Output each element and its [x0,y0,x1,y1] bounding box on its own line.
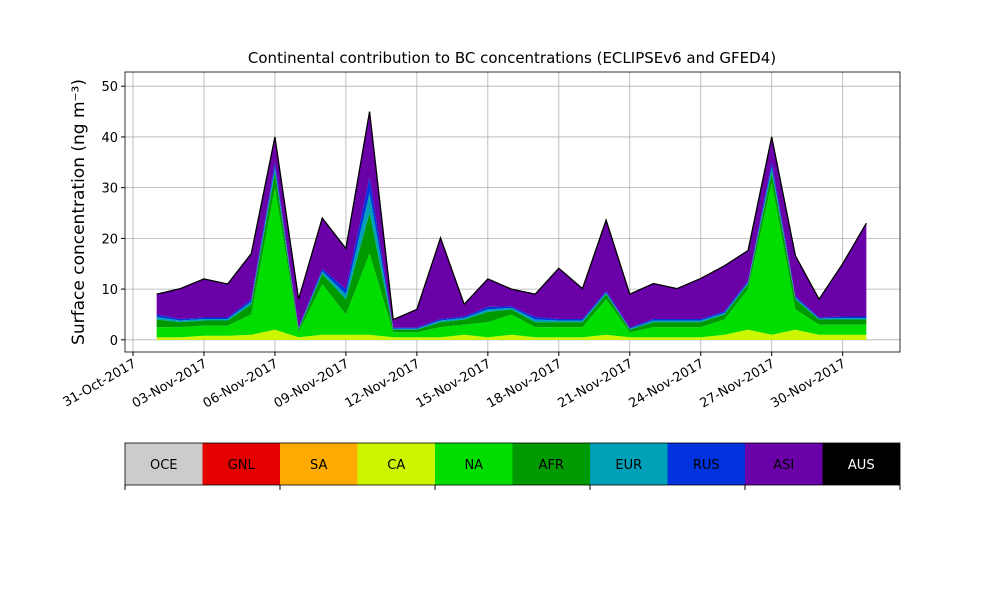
legend-frame [124,442,901,486]
legend-label: GNL [228,458,256,473]
area-outline [156,111,867,321]
legend-swatch [512,443,590,485]
y-tick-label: 50 [101,80,118,95]
legend-label: OCE [150,458,178,473]
legend-swatch [125,443,203,485]
legend-swatch [435,443,513,485]
legend-label: SA [310,458,327,473]
plot-frame [124,71,901,353]
legend-swatch [590,443,668,485]
y-tick-label: 30 [101,182,118,197]
legend-label: AFR [539,458,564,473]
legend-swatch [202,443,280,485]
legend-label: EUR [615,458,642,473]
chart-title: Continental contribution to BC concentra… [248,49,776,67]
y-axis-label: Surface concentration (ng m⁻³) [69,79,89,345]
legend-swatch [822,443,900,485]
area [156,182,867,338]
y-tick-label: 40 [101,131,118,146]
area [156,111,867,328]
legend-label: ASI [773,458,794,473]
area [156,172,867,333]
y-tick-label: 0 [110,334,118,349]
legend-swatch [667,443,745,485]
legend-label: AUS [848,458,875,473]
legend-swatch [280,443,358,485]
legend-label: NA [464,458,483,473]
y-tick-label: 20 [101,232,118,247]
legend-swatch [357,443,435,485]
legend-swatch [745,443,823,485]
y-tick-label: 10 [101,283,118,298]
legend-label: CA [387,458,405,473]
legend-label: RUS [693,458,720,473]
